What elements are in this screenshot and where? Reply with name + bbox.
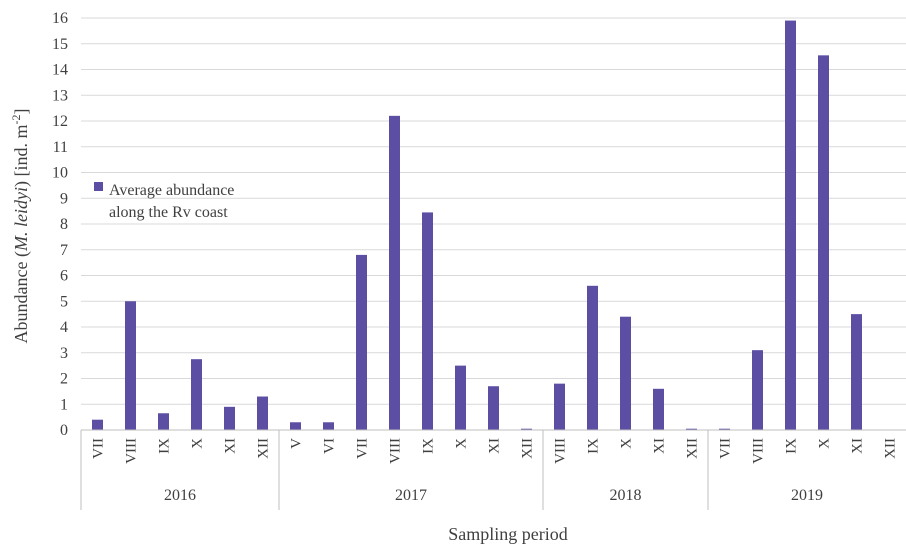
x-tick-label: IX [784,438,800,454]
y-tick-label: 0 [60,422,68,439]
bar [686,428,697,430]
bars [92,20,862,431]
y-tick-label: 14 [52,62,68,79]
y-tick-label: 16 [52,10,68,27]
legend-label-line-1: Average abundance [109,182,234,199]
y-axis-title-superscript: -2 [9,115,23,125]
x-tick-label: VI [322,438,338,454]
x-tick-label: X [817,438,833,449]
bar [455,365,466,430]
x-tick-label: XII [685,438,701,459]
y-tick-label: 6 [60,268,68,285]
bar [191,359,202,430]
group-label: 2016 [164,487,196,504]
x-tick-label: VII [91,438,107,459]
x-tick-label: V [289,438,305,449]
group-label: 2018 [610,487,642,504]
bar [356,254,367,430]
y-tick-label: 2 [60,371,68,388]
bar [653,388,664,430]
y-tick-label: 11 [53,139,68,156]
bar [290,422,301,430]
x-tick-label: VIII [751,438,767,464]
x-tick-label: X [454,438,470,449]
bar [587,285,598,430]
bar [323,422,334,430]
x-tick-label: IX [586,438,602,454]
bar [125,301,136,430]
x-tick-label: XI [850,438,866,454]
x-tick-label: IX [157,438,173,454]
y-tick-label: 5 [60,293,68,310]
legend-swatch [94,182,103,191]
y-tick-label: 10 [52,165,68,182]
y-tick-label: 15 [52,36,68,53]
bar [257,396,268,430]
bar [785,20,796,430]
x-tick-label: XII [520,438,536,459]
y-axis-title-end: ] [11,109,31,115]
x-tick-label: VII [718,438,734,459]
y-tick-label: 8 [60,216,68,233]
x-tick-label: XI [487,438,503,454]
bar [422,212,433,430]
x-tick-label: VIII [124,438,140,464]
y-tick-label: 7 [60,242,68,259]
y-tick-label: 9 [60,190,68,207]
group-label: 2019 [791,487,823,504]
y-axis-title-unit: ) [ind. m [11,125,32,188]
x-tick-label: XI [652,438,668,454]
bar [521,428,532,430]
legend: Average abundance along the Rv coast [94,182,234,221]
bar [818,55,829,431]
bar [719,428,730,430]
gridlines [81,17,906,405]
x-tick-label: XI [223,438,239,454]
x-tick-label: XII [883,438,899,459]
y-tick-label: 3 [60,345,68,362]
legend-label-line-2: along the Rv coast [109,204,228,221]
y-tick-label: 13 [52,87,68,104]
bar [620,316,631,430]
group-label: 2017 [395,487,427,504]
bar [92,419,103,430]
x-tick-label: VII [355,438,371,459]
y-tick-label: 12 [52,113,68,130]
x-axis-title: Sampling period [448,524,568,544]
bar [224,406,235,430]
bar [389,115,400,430]
bar [488,386,499,430]
x-tick-label: VIII [553,438,569,464]
bar [158,413,169,430]
y-axis-title: Abundance (M. leidyi) [ind. m-2] [9,109,32,344]
y-tick-label: 1 [60,396,68,413]
y-axis-title-species: M. leidyi [11,187,31,252]
bar [752,350,763,430]
x-tick-label: IX [421,438,437,454]
y-axis-title-prefix: Abundance ( [11,251,32,343]
x-tick-label: X [619,438,635,449]
y-tick-label: 4 [60,319,68,336]
x-tick-label: XII [256,438,272,459]
x-tick-label: VIII [388,438,404,464]
bar [554,383,565,430]
x-tick-label: X [190,438,206,449]
bar [851,314,862,430]
